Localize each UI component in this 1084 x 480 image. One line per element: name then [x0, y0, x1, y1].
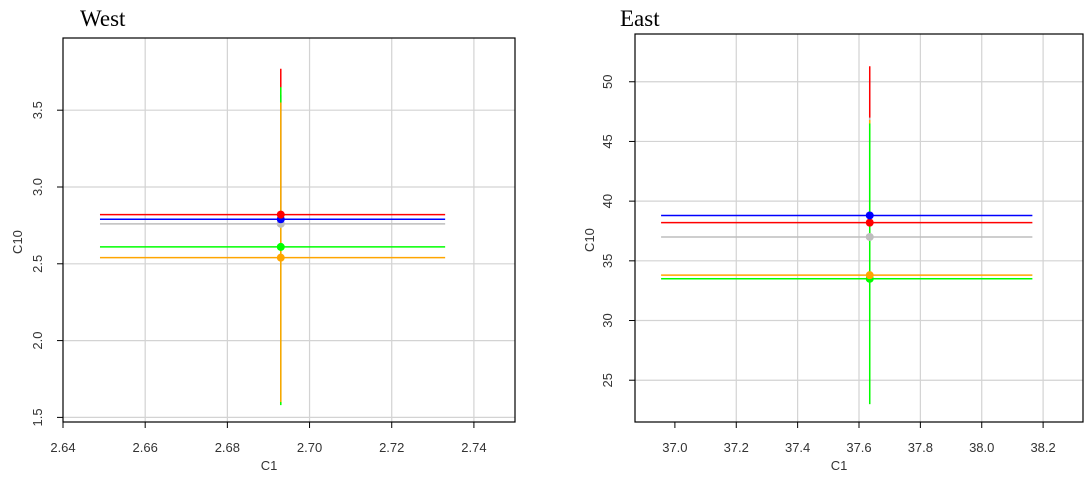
east-chart-title: East: [620, 6, 660, 31]
east-xtick-label: 37.4: [785, 440, 810, 455]
east-xtick-label: 37.0: [662, 440, 687, 455]
west-ytick-label: 2.5: [30, 255, 45, 273]
east-panel: 37.0 37.2 37.4 37.6 37.8 38.0 38.2 25 30 35 40 45 50…: [582, 6, 1084, 473]
west-xtick-label: 2.64: [50, 440, 75, 455]
west-ytick-label: 2.0: [30, 332, 45, 350]
west-xtick-label: 2.68: [215, 440, 240, 455]
west-panel: 2.64 2.66 2.68 2.70 2.72 2.74 1.5 2.0 2.5 3.0 3.5 C…: [10, 6, 516, 473]
west-chart-title: West: [80, 6, 126, 31]
west-orange-point: [276, 253, 285, 262]
east-x-axis-label: C1: [831, 458, 848, 473]
west-xtick-label: 2.74: [461, 440, 486, 455]
east-xtick-label: 37.8: [908, 440, 933, 455]
west-xtick-label: 2.72: [379, 440, 404, 455]
west-plot-frame: [62, 37, 516, 423]
east-y-axis-label: C10: [582, 228, 597, 252]
west-x-axis-label: C1: [261, 458, 278, 473]
east-xtick-label: 38.0: [969, 440, 994, 455]
west-y-axis-label: C10: [10, 230, 25, 254]
east-ytick-label: 30: [600, 313, 615, 327]
east-red-point: [865, 218, 874, 227]
west-xtick-label: 2.70: [297, 440, 322, 455]
east-orange-point: [865, 271, 874, 280]
west-green-point: [276, 242, 285, 251]
west-ytick-label: 3.5: [30, 101, 45, 119]
west-red-point: [276, 210, 285, 219]
west-xtick-label: 2.66: [133, 440, 158, 455]
west-ytick-label: 3.0: [30, 178, 45, 196]
east-gray-point: [865, 232, 874, 241]
east-ytick-label: 50: [600, 75, 615, 89]
east-xtick-label: 37.2: [724, 440, 749, 455]
east-ytick-label: 25: [600, 373, 615, 387]
east-blue-point: [865, 211, 874, 220]
west-ytick-label: 1.5: [30, 408, 45, 426]
east-ytick-label: 40: [600, 194, 615, 208]
east-xtick-label: 37.6: [846, 440, 871, 455]
east-ytick-label: 35: [600, 254, 615, 268]
east-ytick-label: 45: [600, 134, 615, 148]
east-xtick-label: 38.2: [1030, 440, 1055, 455]
